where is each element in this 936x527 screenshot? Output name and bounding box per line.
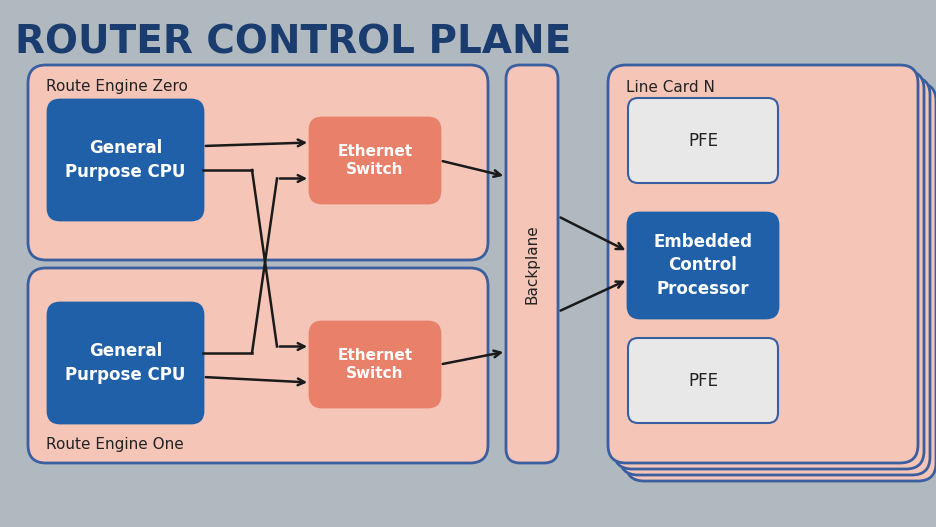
- FancyBboxPatch shape: [28, 268, 488, 463]
- FancyBboxPatch shape: [627, 213, 777, 318]
- Text: General
Purpose CPU: General Purpose CPU: [66, 342, 185, 384]
- FancyBboxPatch shape: [28, 65, 488, 260]
- FancyBboxPatch shape: [310, 118, 440, 203]
- FancyBboxPatch shape: [613, 71, 923, 469]
- FancyBboxPatch shape: [48, 100, 203, 220]
- Text: ROUTER CONTROL PLANE: ROUTER CONTROL PLANE: [15, 23, 571, 61]
- FancyBboxPatch shape: [627, 98, 777, 183]
- Text: General
Purpose CPU: General Purpose CPU: [66, 139, 185, 181]
- Text: Route Engine Zero: Route Engine Zero: [46, 80, 188, 94]
- FancyBboxPatch shape: [620, 77, 929, 475]
- FancyBboxPatch shape: [607, 65, 917, 463]
- Text: Embedded
Control
Processor: Embedded Control Processor: [652, 233, 752, 298]
- Text: Backplane: Backplane: [524, 224, 539, 304]
- Text: Line Card N: Line Card N: [625, 80, 714, 94]
- Text: PFE: PFE: [687, 372, 717, 389]
- Text: Route Engine One: Route Engine One: [46, 437, 183, 453]
- FancyBboxPatch shape: [48, 303, 203, 423]
- FancyBboxPatch shape: [505, 65, 558, 463]
- FancyBboxPatch shape: [627, 338, 777, 423]
- FancyBboxPatch shape: [625, 83, 935, 481]
- Text: PFE: PFE: [687, 132, 717, 150]
- Text: Ethernet
Switch: Ethernet Switch: [337, 348, 412, 380]
- FancyBboxPatch shape: [310, 322, 440, 407]
- Text: Ethernet
Switch: Ethernet Switch: [337, 144, 412, 177]
